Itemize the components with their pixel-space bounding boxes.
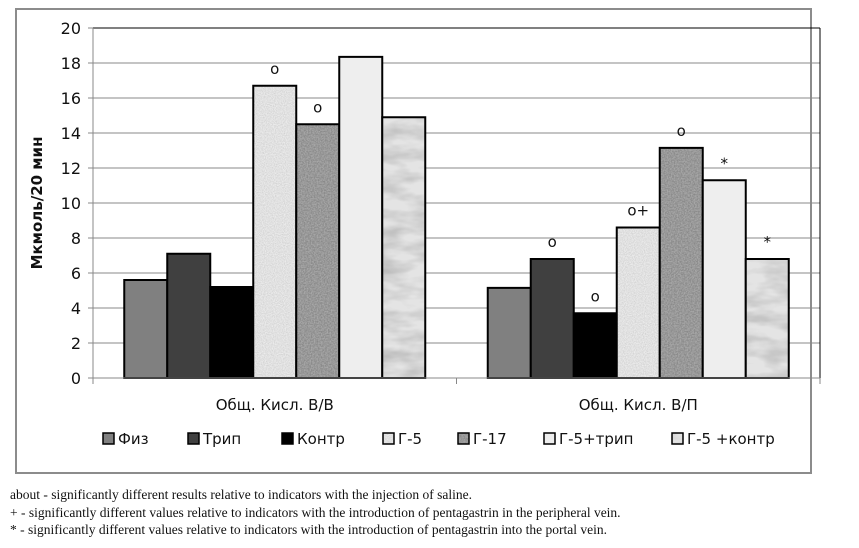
bar-Г-17 bbox=[658, 146, 704, 379]
legend-swatch bbox=[382, 432, 395, 445]
legend-item: Г-5 +контр bbox=[671, 430, 775, 448]
legend: Физ Трип Контр Г-5 Г-17 Г-5+трип Г-5 +контр bbox=[102, 430, 775, 448]
bar-Г-5+трип bbox=[701, 179, 747, 379]
legend-label: Г-5 +контр bbox=[687, 430, 775, 448]
x-category-label: Общ. Кисл. В/П bbox=[579, 396, 698, 414]
bar-Контр bbox=[209, 286, 255, 379]
bar-fill bbox=[573, 313, 617, 378]
y-tick-label: 10 bbox=[61, 194, 81, 213]
bar-fill bbox=[210, 287, 254, 378]
legend-swatch-border bbox=[382, 432, 395, 445]
bar-fill bbox=[339, 56, 383, 378]
bar-fill bbox=[103, 433, 114, 444]
bar-Физ bbox=[486, 286, 532, 379]
bar-fill bbox=[124, 280, 168, 378]
bar-fill bbox=[702, 180, 746, 378]
bar-fill bbox=[282, 433, 293, 444]
bar-annotation: o bbox=[591, 287, 600, 305]
bar-fill bbox=[544, 433, 555, 444]
legend-label: Г-17 bbox=[473, 430, 507, 448]
y-tick-label: 18 bbox=[61, 54, 81, 73]
legend-swatch-border bbox=[187, 432, 200, 445]
legend-swatch bbox=[187, 432, 200, 445]
bar-fill bbox=[188, 433, 199, 444]
legend-swatch-border bbox=[457, 432, 470, 445]
legend-item: Трип bbox=[187, 430, 241, 448]
bar-Г-5+трип bbox=[338, 55, 384, 379]
bar-texture bbox=[458, 433, 469, 444]
bar-chart: 0 2 4 6 8 10 12 14 16 18 20 o o o o o+ o * * Общ. Кисл. В… bbox=[28, 19, 821, 448]
y-tick-label: 0 bbox=[71, 369, 81, 388]
legend-item: Контр bbox=[281, 430, 345, 448]
legend-label: Физ bbox=[118, 430, 149, 448]
bar-Трип bbox=[529, 258, 575, 379]
legend-swatch bbox=[457, 432, 470, 445]
bar-annotation: o bbox=[270, 60, 279, 78]
y-axis-ticks: 0 2 4 6 8 10 12 14 16 18 20 bbox=[61, 19, 93, 388]
bar-Контр bbox=[572, 312, 618, 379]
y-axis-label: Мкмоль/20 мин bbox=[28, 137, 46, 270]
bar-Г-17 bbox=[295, 123, 341, 379]
legend-label: Трип bbox=[202, 430, 241, 448]
footnote-peripheral: + - significantly different values relat… bbox=[10, 504, 621, 520]
bar-texture bbox=[383, 433, 394, 444]
bar-texture bbox=[382, 117, 426, 378]
legend-label: Г-5 bbox=[398, 430, 422, 448]
y-tick-label: 8 bbox=[71, 229, 81, 248]
bar-fill bbox=[487, 287, 531, 378]
bar-Г-5 bbox=[615, 226, 661, 379]
legend-swatch bbox=[671, 432, 684, 445]
legend-swatch bbox=[102, 432, 115, 445]
bar-annotation: o+ bbox=[627, 202, 649, 220]
legend-item: Г-5 bbox=[382, 430, 422, 448]
legend-item: Г-17 bbox=[457, 430, 507, 448]
legend-label: Г-5+трип bbox=[559, 430, 634, 448]
legend-swatch-border bbox=[543, 432, 556, 445]
y-tick-label: 14 bbox=[61, 124, 81, 143]
y-tick-label: 2 bbox=[71, 334, 81, 353]
footnote-portal: * - significantly different values relat… bbox=[10, 522, 607, 537]
legend-item: Физ bbox=[102, 430, 149, 448]
legend-swatch-border bbox=[102, 432, 115, 445]
bar-annotation: o bbox=[677, 122, 686, 140]
significance-annotations: o o o o o+ o * * bbox=[270, 60, 771, 306]
bar-Трип bbox=[166, 252, 212, 379]
bar-fill bbox=[530, 259, 574, 378]
x-axis: Общ. Кисл. В/В Общ. Кисл. В/П bbox=[92, 377, 821, 414]
bar-texture bbox=[253, 85, 297, 378]
y-tick-label: 6 bbox=[71, 264, 81, 283]
y-tick-label: 4 bbox=[71, 299, 81, 318]
bar-texture bbox=[659, 147, 703, 378]
bar-annotation: * bbox=[721, 154, 729, 172]
legend-swatch-border bbox=[671, 432, 684, 445]
y-tick-label: 12 bbox=[61, 159, 81, 178]
bar-Г-5 bbox=[252, 84, 298, 379]
y-tick-label: 16 bbox=[61, 89, 81, 108]
y-tick-label: 20 bbox=[61, 19, 81, 38]
x-category-label: Общ. Кисл. В/В bbox=[216, 396, 334, 414]
bar-texture bbox=[745, 259, 789, 378]
bar-Г-5 +контр bbox=[744, 258, 790, 379]
bar-texture bbox=[616, 227, 660, 378]
legend-item: Г-5+трип bbox=[543, 430, 634, 448]
bars bbox=[123, 55, 790, 379]
legend-label: Контр bbox=[297, 430, 345, 448]
bar-annotation: * bbox=[764, 233, 772, 251]
bar-Физ bbox=[123, 279, 169, 379]
bar-Г-5 +контр bbox=[381, 116, 427, 379]
chart-frame bbox=[15, 8, 812, 474]
bar-texture bbox=[672, 433, 683, 444]
bar-annotation: o bbox=[548, 233, 557, 251]
legend-swatch bbox=[281, 432, 294, 445]
footnote-saline: about - significantly different results … bbox=[10, 487, 472, 502]
bar-annotation: o bbox=[313, 98, 322, 116]
footnotes: about - significantly different results … bbox=[10, 486, 621, 539]
bar-fill bbox=[167, 253, 211, 378]
legend-swatch-border bbox=[281, 432, 294, 445]
bar-texture bbox=[296, 124, 340, 378]
legend-swatch bbox=[543, 432, 556, 445]
